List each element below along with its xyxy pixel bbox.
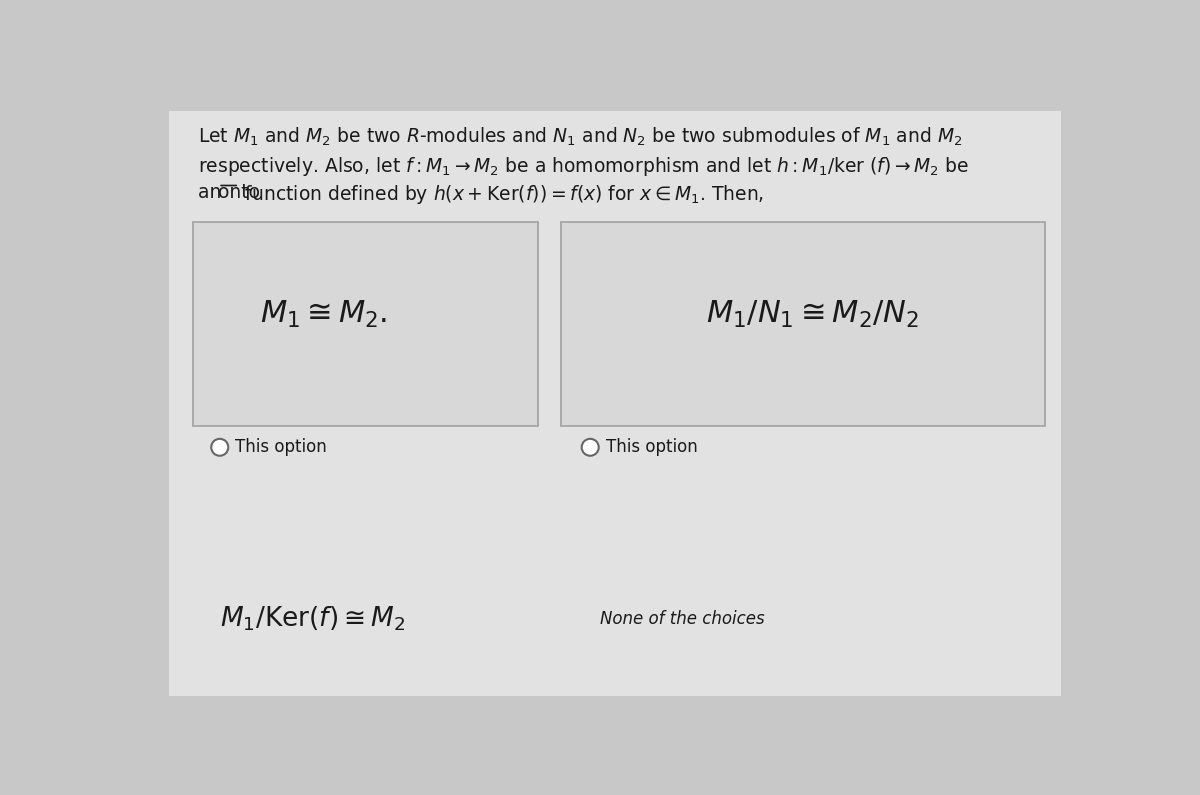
Text: $M_1/\mathrm{Ker}(f) \cong M_2$: $M_1/\mathrm{Ker}(f) \cong M_2$ — [220, 605, 406, 634]
Text: Let $M_1$ and $M_2$ be two $R$-modules and $N_1$ and $N_2$ be two submodules of : Let $M_1$ and $M_2$ be two $R$-modules a… — [198, 126, 962, 149]
Text: onto: onto — [218, 183, 260, 202]
Text: respectively. Also, let $f: M_1 \rightarrow M_2$ be a homomorphism and let $h: M: respectively. Also, let $f: M_1 \rightar… — [198, 155, 970, 178]
FancyBboxPatch shape — [193, 223, 538, 426]
Text: This option: This option — [235, 438, 326, 456]
Circle shape — [211, 439, 228, 456]
Text: function defined by $h(x + \mathrm{Ker}(f)) = f(x)$ for $x \in M_1$. Then,: function defined by $h(x + \mathrm{Ker}(… — [239, 183, 764, 206]
Text: $M_1 \cong M_2.$: $M_1 \cong M_2.$ — [260, 299, 388, 330]
Text: an: an — [198, 183, 228, 202]
Circle shape — [582, 439, 599, 456]
Text: None of the choices: None of the choices — [600, 610, 764, 628]
FancyBboxPatch shape — [169, 111, 1061, 696]
Text: This option: This option — [606, 438, 697, 456]
Text: $M_1/N_1 \cong M_2/N_2$: $M_1/N_1 \cong M_2/N_2$ — [706, 299, 919, 330]
FancyBboxPatch shape — [560, 223, 1045, 426]
